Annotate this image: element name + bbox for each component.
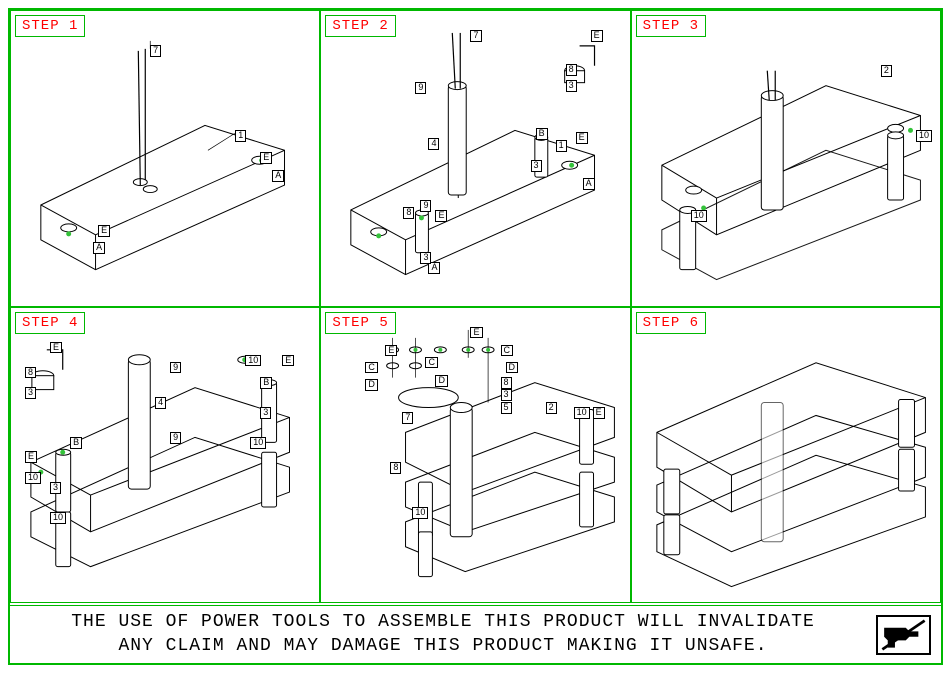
panel-step-1: STEP 1 [10, 10, 320, 307]
warning-line-2: ANY CLAIM AND MAY DAMAGE THIS PRODUCT MA… [118, 636, 767, 656]
step-3-diagram [632, 11, 940, 306]
steps-grid: STEP 1 STEP 2 [10, 10, 941, 603]
panel-step-5: STEP 5 [320, 307, 630, 604]
no-power-drill-icon [876, 615, 931, 655]
step-2-label: STEP 2 [325, 15, 395, 37]
warning-text: THE USE OF POWER TOOLS TO ASSEMBLE THIS … [20, 611, 866, 658]
panel-step-2: STEP 2 [320, 10, 630, 307]
panel-step-3: STEP 3 [631, 10, 941, 307]
step-3-label: STEP 3 [636, 15, 706, 37]
step-6-label: STEP 6 [636, 312, 706, 334]
step-5-diagram [321, 308, 629, 603]
panel-step-4: STEP 4 [10, 307, 320, 604]
step-4-label: STEP 4 [15, 312, 85, 334]
warning-line-1: THE USE OF POWER TOOLS TO ASSEMBLE THIS … [71, 612, 815, 632]
panel-step-6: STEP 6 [631, 307, 941, 604]
step-2-diagram [321, 11, 629, 306]
warning-bar: THE USE OF POWER TOOLS TO ASSEMBLE THIS … [10, 605, 941, 663]
step-1-diagram [11, 11, 319, 306]
step-4-diagram [11, 308, 319, 603]
step-6-diagram [632, 308, 940, 603]
step-5-label: STEP 5 [325, 312, 395, 334]
step-1-label: STEP 1 [15, 15, 85, 37]
